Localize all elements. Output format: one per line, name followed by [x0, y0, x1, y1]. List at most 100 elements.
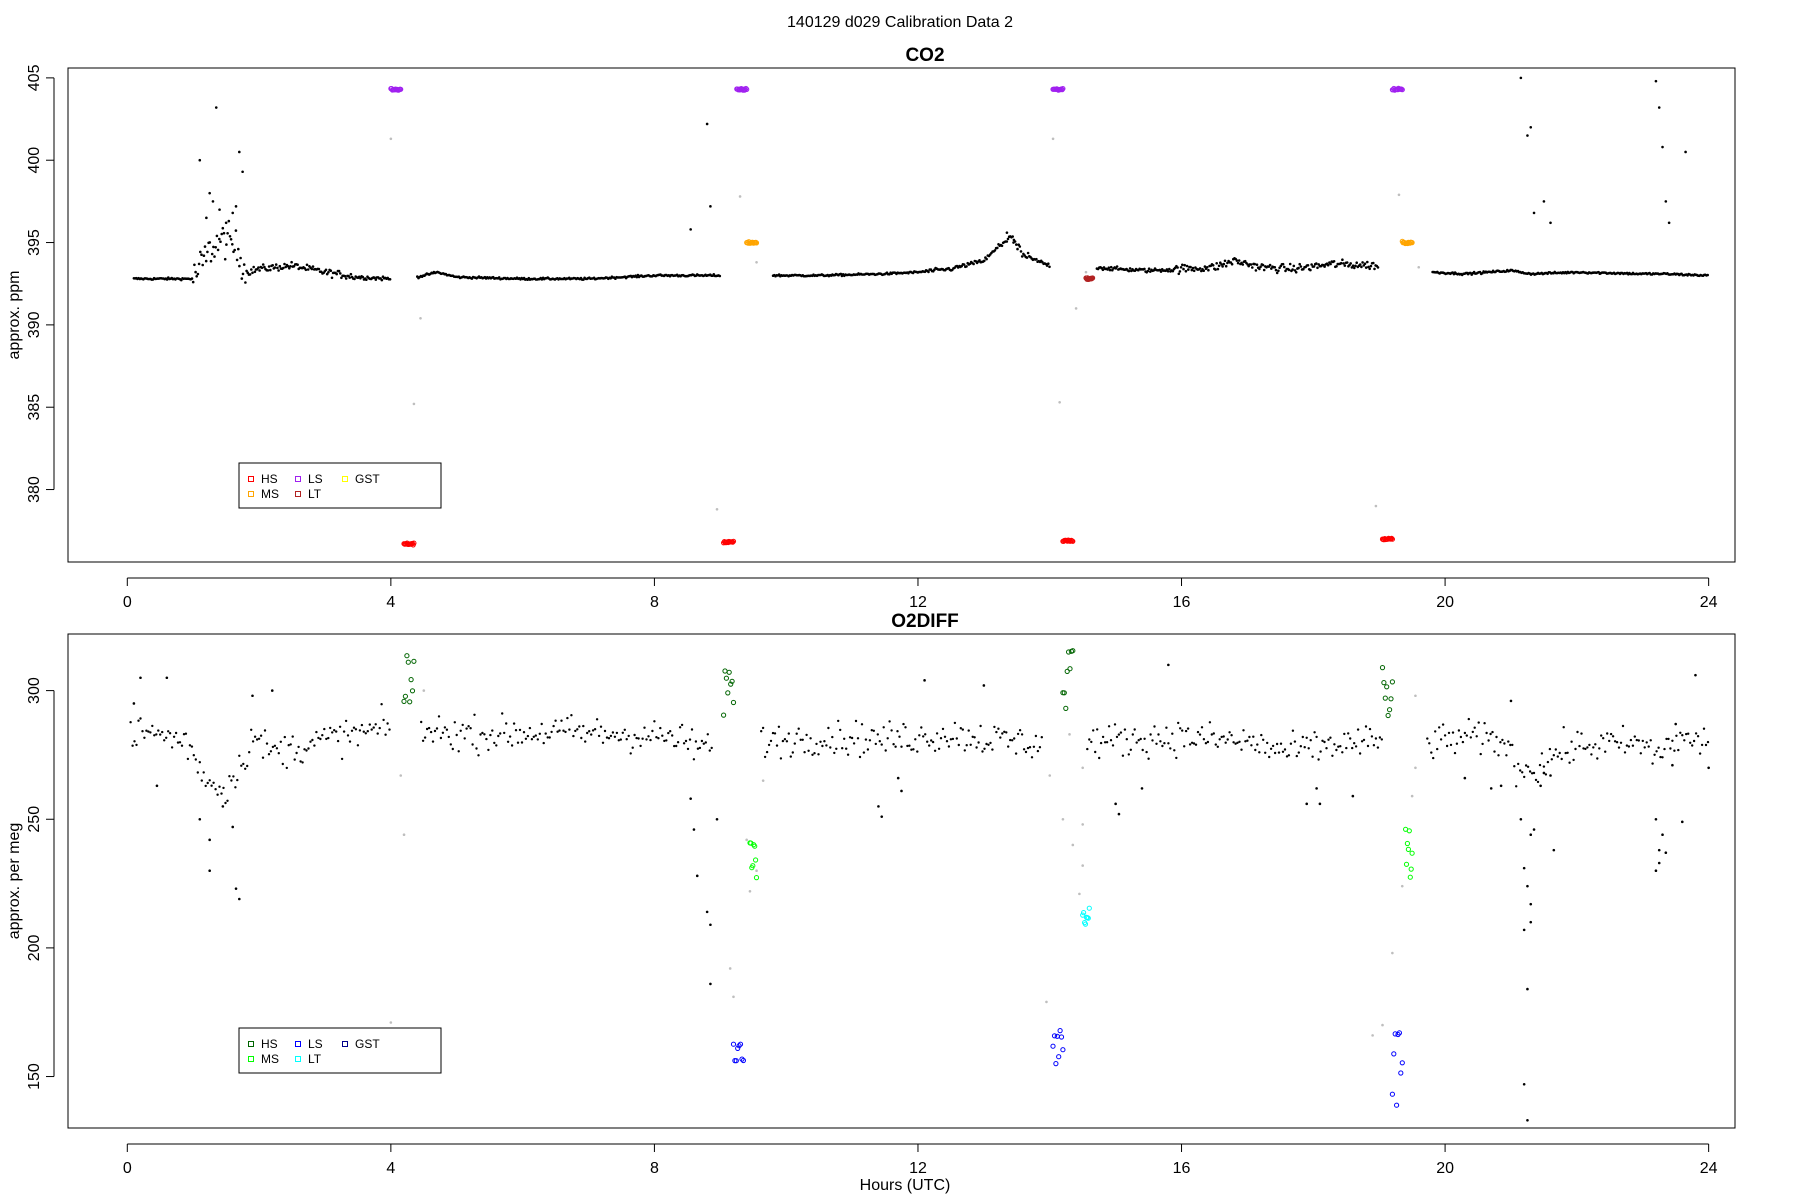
co2-sample-point [962, 263, 966, 266]
o2diff-sample-point [1086, 747, 1089, 751]
o2diff-sample-point [676, 741, 680, 744]
o2diff-sample-point [1499, 784, 1503, 788]
o2diff-sample-point [843, 737, 846, 740]
co2-sample-point [353, 277, 356, 281]
o2diff-calibration-point-hs [1067, 666, 1073, 672]
o2diff-sample-point [1208, 721, 1212, 724]
o2diff-sample-point [1140, 787, 1144, 790]
o2diff-sample-point [1246, 739, 1249, 742]
o2diff-sample-point [1374, 737, 1378, 740]
co2-sample-point [1293, 269, 1297, 272]
o2diff-sample-point [710, 746, 713, 750]
o2diff-sample-point [214, 788, 217, 791]
o2diff-sample-point [1111, 744, 1115, 747]
o2diff-sample-point [265, 742, 269, 745]
co2-x-tick-label: 12 [909, 594, 927, 611]
co2-sample-point [1326, 263, 1330, 267]
o2diff-sample-point [704, 741, 707, 744]
o2diff-sample-point [1493, 750, 1496, 753]
co2-calibration-point-lt [1090, 275, 1096, 281]
o2diff-sample-point [845, 747, 848, 750]
o2diff-sample-point [208, 838, 211, 842]
o2diff-sample-point [1139, 737, 1142, 741]
o2diff-sample-point [437, 715, 441, 718]
o2diff-sample-point [253, 735, 257, 738]
o2diff-calibration-point-hs [1382, 695, 1388, 701]
o2diff-calibration-point-hs [411, 658, 417, 664]
co2-calibration-point-ms [1409, 240, 1415, 246]
o2diff-sample-point [360, 723, 364, 727]
o2diff-sample-point [789, 755, 792, 758]
o2diff-sample-point [506, 740, 510, 743]
co2-x-tick-label: 20 [1436, 594, 1454, 611]
co2-sample-point [1035, 257, 1038, 261]
o2diff-calibration-point-ms [1407, 874, 1413, 880]
o2diff-legend-box [238, 1027, 442, 1074]
o2diff-sample-point [1137, 739, 1140, 742]
o2diff-sample-point [1360, 740, 1364, 743]
co2-sample-point [636, 273, 640, 277]
o2diff-sample-point [900, 745, 903, 748]
co2-sample-point [380, 278, 384, 282]
o2diff-sample-point [1378, 736, 1382, 739]
o2diff-sample-point [896, 776, 900, 780]
o2diff-sample-point [1317, 758, 1320, 761]
o2diff-sample-point [1657, 861, 1661, 865]
o2diff-sample-point [1119, 731, 1123, 734]
o2diff-sample-point [346, 734, 350, 737]
o2diff-sample-point [449, 743, 452, 746]
o2diff-sample-point [338, 725, 342, 728]
o2diff-sample-point [1011, 739, 1014, 742]
o2diff-sample-point [1167, 742, 1170, 745]
o2diff-sample-point [277, 752, 280, 755]
o2diff-sample-point [947, 745, 951, 748]
o2diff-calibration-point-ls [737, 1041, 744, 1047]
o2diff-sample-point [1198, 733, 1202, 736]
o2diff-sample-point [886, 737, 889, 740]
o2diff-sample-point [708, 749, 711, 752]
co2-sample-point [289, 265, 292, 268]
o2diff-sample-point [1260, 733, 1263, 737]
o2diff-sample-point [433, 729, 437, 733]
co2-sample-point [689, 228, 692, 231]
o2diff-sample-point [912, 748, 915, 751]
o2diff-sample-point [1582, 747, 1585, 750]
o2diff-calibration-point-ms [1403, 861, 1410, 867]
o2diff-sample-point [1123, 728, 1127, 731]
o2diff-sample-point [1521, 771, 1524, 774]
o2diff-sample-point [556, 730, 559, 733]
o2diff-sample-point [1461, 740, 1465, 744]
o2diff-sample-point [1325, 747, 1328, 750]
o2diff-sample-point [198, 817, 202, 821]
co2-sample-point [1364, 266, 1368, 269]
co2-sample-point [983, 259, 986, 263]
o2diff-y-tick-label: 250 [26, 806, 43, 833]
o2diff-sample-point [1291, 729, 1295, 732]
co2-x-tick-label: 4 [386, 594, 395, 611]
o2diff-sample-point [1529, 920, 1533, 924]
o2diff-sample-point [1005, 731, 1008, 734]
o2diff-sample-point [773, 732, 777, 735]
co2-sample-point [234, 229, 238, 232]
o2diff-sample-point [1598, 747, 1601, 750]
o2diff-sample-point [866, 748, 870, 751]
o2diff-sample-point [212, 781, 215, 784]
o2diff-legend-label: LT [308, 1052, 322, 1066]
o2diff-sample-point [993, 725, 996, 729]
o2diff-sample-point [331, 731, 334, 734]
o2diff-sample-point [1471, 730, 1475, 734]
co2-sample-point [1005, 231, 1009, 234]
o2diff-sample-point [1175, 756, 1178, 760]
co2-sample-point [296, 263, 299, 267]
o2diff-sample-point [601, 741, 605, 744]
o2diff-sample-point [1319, 750, 1322, 753]
o2diff-sample-point [1339, 745, 1342, 748]
o2diff-sample-point [1667, 737, 1670, 741]
o2diff-sample-point [971, 735, 974, 738]
o2diff-sample-point [1679, 731, 1682, 734]
co2-sample-point [229, 238, 233, 241]
co2-sample-point [1526, 134, 1529, 137]
o2diff-transition-point [1071, 843, 1075, 847]
o2diff-sample-point [1445, 744, 1449, 748]
